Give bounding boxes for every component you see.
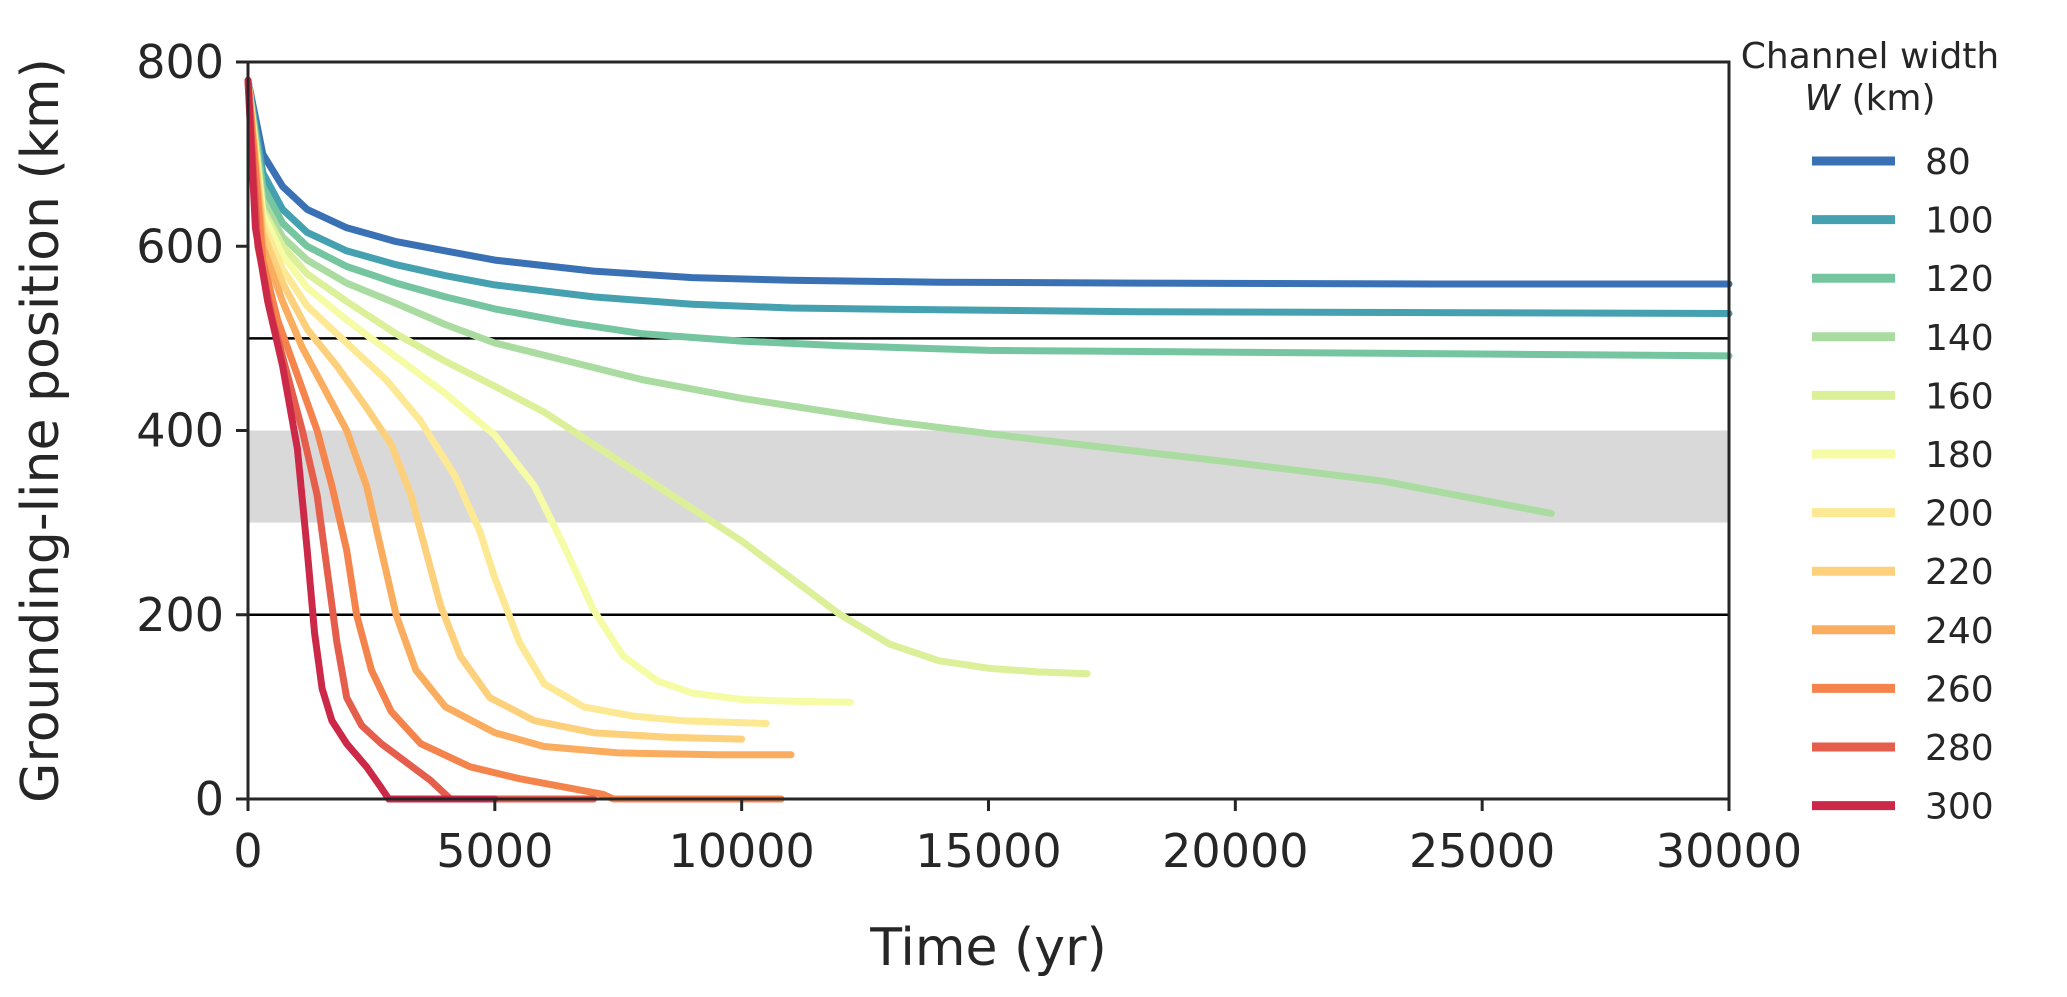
series-line-180 <box>244 76 854 706</box>
x-tick-label: 25000 <box>1409 824 1555 878</box>
series-line-160 <box>244 76 1091 678</box>
legend-title-variable: W <box>1804 78 1841 119</box>
series-line-200 <box>244 76 770 727</box>
x-tick-label: 30000 <box>1656 824 1802 878</box>
reference-lines <box>248 337 1729 616</box>
x-axis-ticks: 0 5000 10000 15000 20000 25000 30000 <box>233 799 1802 878</box>
legend-label-240: 240 <box>1925 611 1994 652</box>
y-tick-label: 800 <box>136 35 224 89</box>
series-line-100 <box>244 76 1733 317</box>
legend-title-line1: Channel width <box>1741 36 1999 77</box>
legend-label-160: 160 <box>1925 376 1994 417</box>
legend-label-300: 300 <box>1925 787 1994 828</box>
legend-label-260: 260 <box>1925 669 1994 710</box>
series-line-80 <box>244 76 1733 288</box>
legend-label-220: 220 <box>1925 552 1994 593</box>
x-axis-label: Time (yr) <box>869 918 1107 978</box>
y-tick-label: 0 <box>195 772 224 826</box>
x-tick-label: 10000 <box>668 824 814 878</box>
shaded-band <box>248 430 1729 523</box>
legend-label-280: 280 <box>1925 728 1994 769</box>
y-axis-ticks: 0 200 400 600 800 <box>136 35 248 826</box>
x-tick-label: 5000 <box>436 824 553 878</box>
legend-label-100: 100 <box>1925 201 1994 242</box>
legend-label-140: 140 <box>1925 318 1994 359</box>
legend-label-120: 120 <box>1925 259 1994 300</box>
legend-title-unit: (km) <box>1840 78 1935 119</box>
x-tick-label: 0 <box>233 824 262 878</box>
legend-label-200: 200 <box>1925 494 1994 535</box>
series-line-140 <box>244 76 1555 517</box>
y-tick-label: 600 <box>136 219 224 273</box>
x-tick-label: 20000 <box>1162 824 1308 878</box>
series-line-260 <box>244 76 785 803</box>
series-line-300 <box>244 76 499 803</box>
y-tick-label: 400 <box>136 404 224 458</box>
legend-label-80: 80 <box>1925 142 1971 183</box>
series-line-240 <box>244 76 795 759</box>
series-line-120 <box>244 76 1733 360</box>
y-axis-label: Grounding-line position (km) <box>11 58 71 803</box>
series-line-220 <box>244 76 746 743</box>
x-tick-label: 15000 <box>915 824 1061 878</box>
legend-label-180: 180 <box>1925 435 1994 476</box>
legend: 80 100 120 140 160 180 200 220 240 260 280 300 <box>1812 142 1994 828</box>
series-lines <box>244 76 1733 803</box>
legend-title-line2: W (km) <box>1804 78 1935 119</box>
y-tick-label: 200 <box>136 588 224 642</box>
